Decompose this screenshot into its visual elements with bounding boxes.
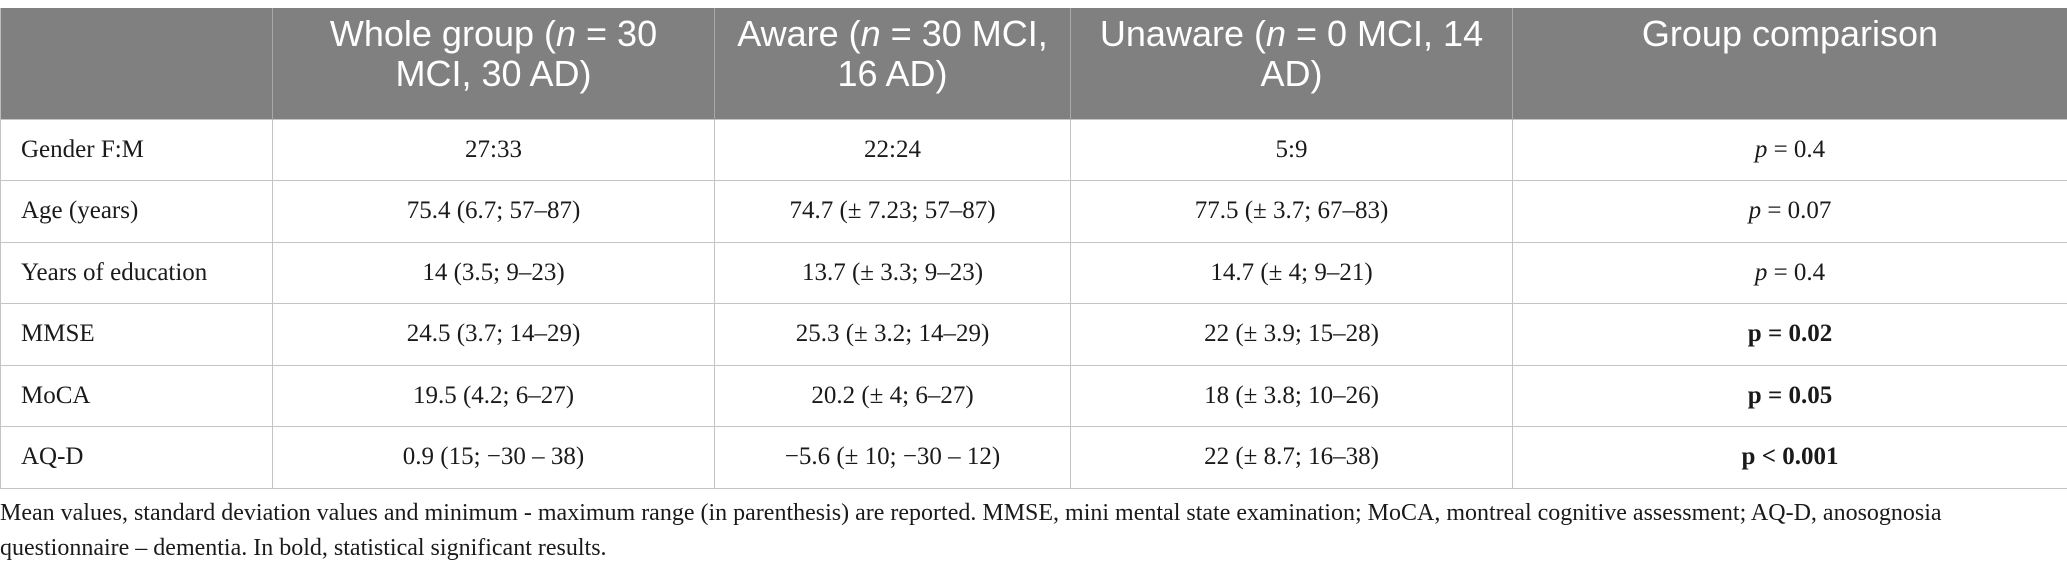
cell-group-comparison: p = 0.4: [1512, 118, 2067, 181]
cell-aware: 20.2 (± 4; 6–27): [714, 364, 1071, 427]
cell-unaware: 5:9: [1070, 118, 1513, 181]
header-whole-group: Whole group (n = 30 MCI, 30 AD): [272, 8, 715, 119]
demographics-table: Whole group (n = 30 MCI, 30 AD) Aware (n…: [0, 8, 2067, 489]
cell-unaware: 14.7 (± 4; 9–21): [1070, 241, 1513, 304]
row-label: MMSE: [0, 303, 273, 366]
cell-aware: 74.7 (± 7.23; 57–87): [714, 180, 1071, 243]
cell-whole-group: 0.9 (15; −30 – 38): [272, 426, 715, 489]
cell-whole-group: 27:33: [272, 118, 715, 181]
header-blank: [0, 8, 273, 119]
row-label: Gender F:M: [0, 118, 273, 181]
cell-group-comparison: p = 0.07: [1512, 180, 2067, 243]
cell-aware: −5.6 (± 10; −30 – 12): [714, 426, 1071, 489]
cell-group-comparison: p = 0.4: [1512, 241, 2067, 304]
header-aware: Aware (n = 30 MCI, 16 AD): [714, 8, 1071, 119]
cell-group-comparison: p = 0.02: [1512, 303, 2067, 366]
cell-unaware: 22 (± 8.7; 16–38): [1070, 426, 1513, 489]
table-row: MMSE 24.5 (3.7; 14–29) 25.3 (± 3.2; 14–2…: [0, 303, 2067, 366]
row-label: Age (years): [0, 180, 273, 243]
cell-group-comparison: p = 0.05: [1512, 364, 2067, 427]
cell-aware: 13.7 (± 3.3; 9–23): [714, 241, 1071, 304]
cell-group-comparison: p < 0.001: [1512, 426, 2067, 489]
row-label: AQ-D: [0, 426, 273, 489]
cell-whole-group: 19.5 (4.2; 6–27): [272, 364, 715, 427]
cell-aware: 22:24: [714, 118, 1071, 181]
cell-unaware: 77.5 (± 3.7; 67–83): [1070, 180, 1513, 243]
header-unaware: Unaware (n = 0 MCI, 14 AD): [1070, 8, 1513, 119]
table-header-row: Whole group (n = 30 MCI, 30 AD) Aware (n…: [0, 8, 2067, 119]
table-row: Years of education 14 (3.5; 9–23) 13.7 (…: [0, 241, 2067, 304]
cell-unaware: 18 (± 3.8; 10–26): [1070, 364, 1513, 427]
demographics-table-container: Whole group (n = 30 MCI, 30 AD) Aware (n…: [0, 8, 2067, 489]
table-footnote: Mean values, standard deviation values a…: [0, 500, 1942, 561]
cell-aware: 25.3 (± 3.2; 14–29): [714, 303, 1071, 366]
header-group-comparison: Group comparison: [1512, 8, 2067, 119]
table-row: Age (years) 75.4 (6.7; 57–87) 74.7 (± 7.…: [0, 180, 2067, 243]
cell-unaware: 22 (± 3.9; 15–28): [1070, 303, 1513, 366]
cell-whole-group: 75.4 (6.7; 57–87): [272, 180, 715, 243]
table-row: AQ-D 0.9 (15; −30 – 38) −5.6 (± 10; −30 …: [0, 426, 2067, 489]
cell-whole-group: 14 (3.5; 9–23): [272, 241, 715, 304]
table-row: MoCA 19.5 (4.2; 6–27) 20.2 (± 4; 6–27) 1…: [0, 364, 2067, 427]
row-label: Years of education: [0, 241, 273, 304]
table-row: Gender F:M 27:33 22:24 5:9 p = 0.4: [0, 118, 2067, 181]
cell-whole-group: 24.5 (3.7; 14–29): [272, 303, 715, 366]
row-label: MoCA: [0, 364, 273, 427]
